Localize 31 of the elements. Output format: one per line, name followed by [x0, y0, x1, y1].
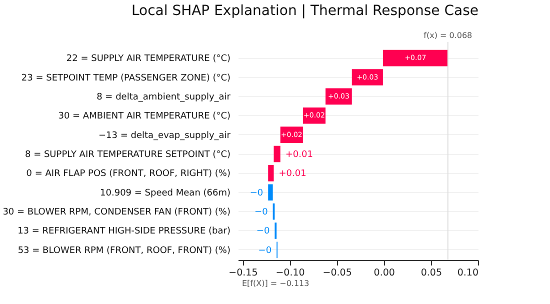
y-tick-label: 30 = AMBIENT AIR TEMPERATURE (°C): [58, 112, 230, 122]
y-tick-label: 22 = SUPPLY AIR TEMPERATURE (°C): [66, 54, 230, 64]
x-tick-label: 0.10: [457, 268, 478, 278]
y-tick-label: 8 = SUPPLY AIR TEMPERATURE SETPOINT (°C): [24, 150, 230, 160]
data-label: +0.01: [285, 150, 313, 160]
x-tick-label: 0.05: [420, 268, 442, 278]
bar: [268, 165, 274, 182]
data-label: −0: [256, 226, 270, 237]
data-label: −0: [250, 188, 264, 198]
y-tick-label: 10.909 = Speed Mean (66m): [100, 188, 230, 198]
data-label: −0: [258, 246, 272, 256]
x-tick-label: −0.15: [228, 268, 258, 278]
y-tick-label: 0 = AIR FLAP POS (FRONT, ROOF, RIGHT) (%): [26, 169, 230, 180]
x-tick-label: 0.00: [374, 268, 395, 278]
data-label: +0.01: [278, 169, 306, 180]
y-tick-label: 23 = SETPOINT TEMP (PASSENGER ZONE) (°C): [21, 73, 230, 84]
bar: [382, 50, 448, 66]
x-tick-label: −0.10: [276, 268, 305, 278]
y-tick-label: 13 = REFRIGERANT HIGH-SIDE PRESSURE (bar): [18, 226, 230, 237]
chart-title: Local SHAP Explanation | Thermal Response Case: [131, 3, 478, 19]
data-label: −0: [254, 208, 268, 218]
ref-line-label: f(x) = 0.068: [424, 31, 472, 40]
text: E[f(X)] = −0.113: [242, 279, 310, 288]
bar: [274, 146, 280, 162]
y-tick-label: −13 = delta_evap_supply_air: [98, 130, 231, 141]
y-tick-label: 8 = delta_ambient_supply_air: [96, 92, 231, 102]
bar: [268, 184, 273, 201]
y-tick-label: 53 = BLOWER RPM (FRONT, ROOF, FRONT) (%): [18, 246, 230, 256]
x-tick-label: −0.05: [322, 268, 352, 278]
y-tick-label: 30 = BLOWER RPM, CONDENSER FAN (FRONT) (%): [2, 208, 230, 218]
bar: [352, 69, 383, 86]
